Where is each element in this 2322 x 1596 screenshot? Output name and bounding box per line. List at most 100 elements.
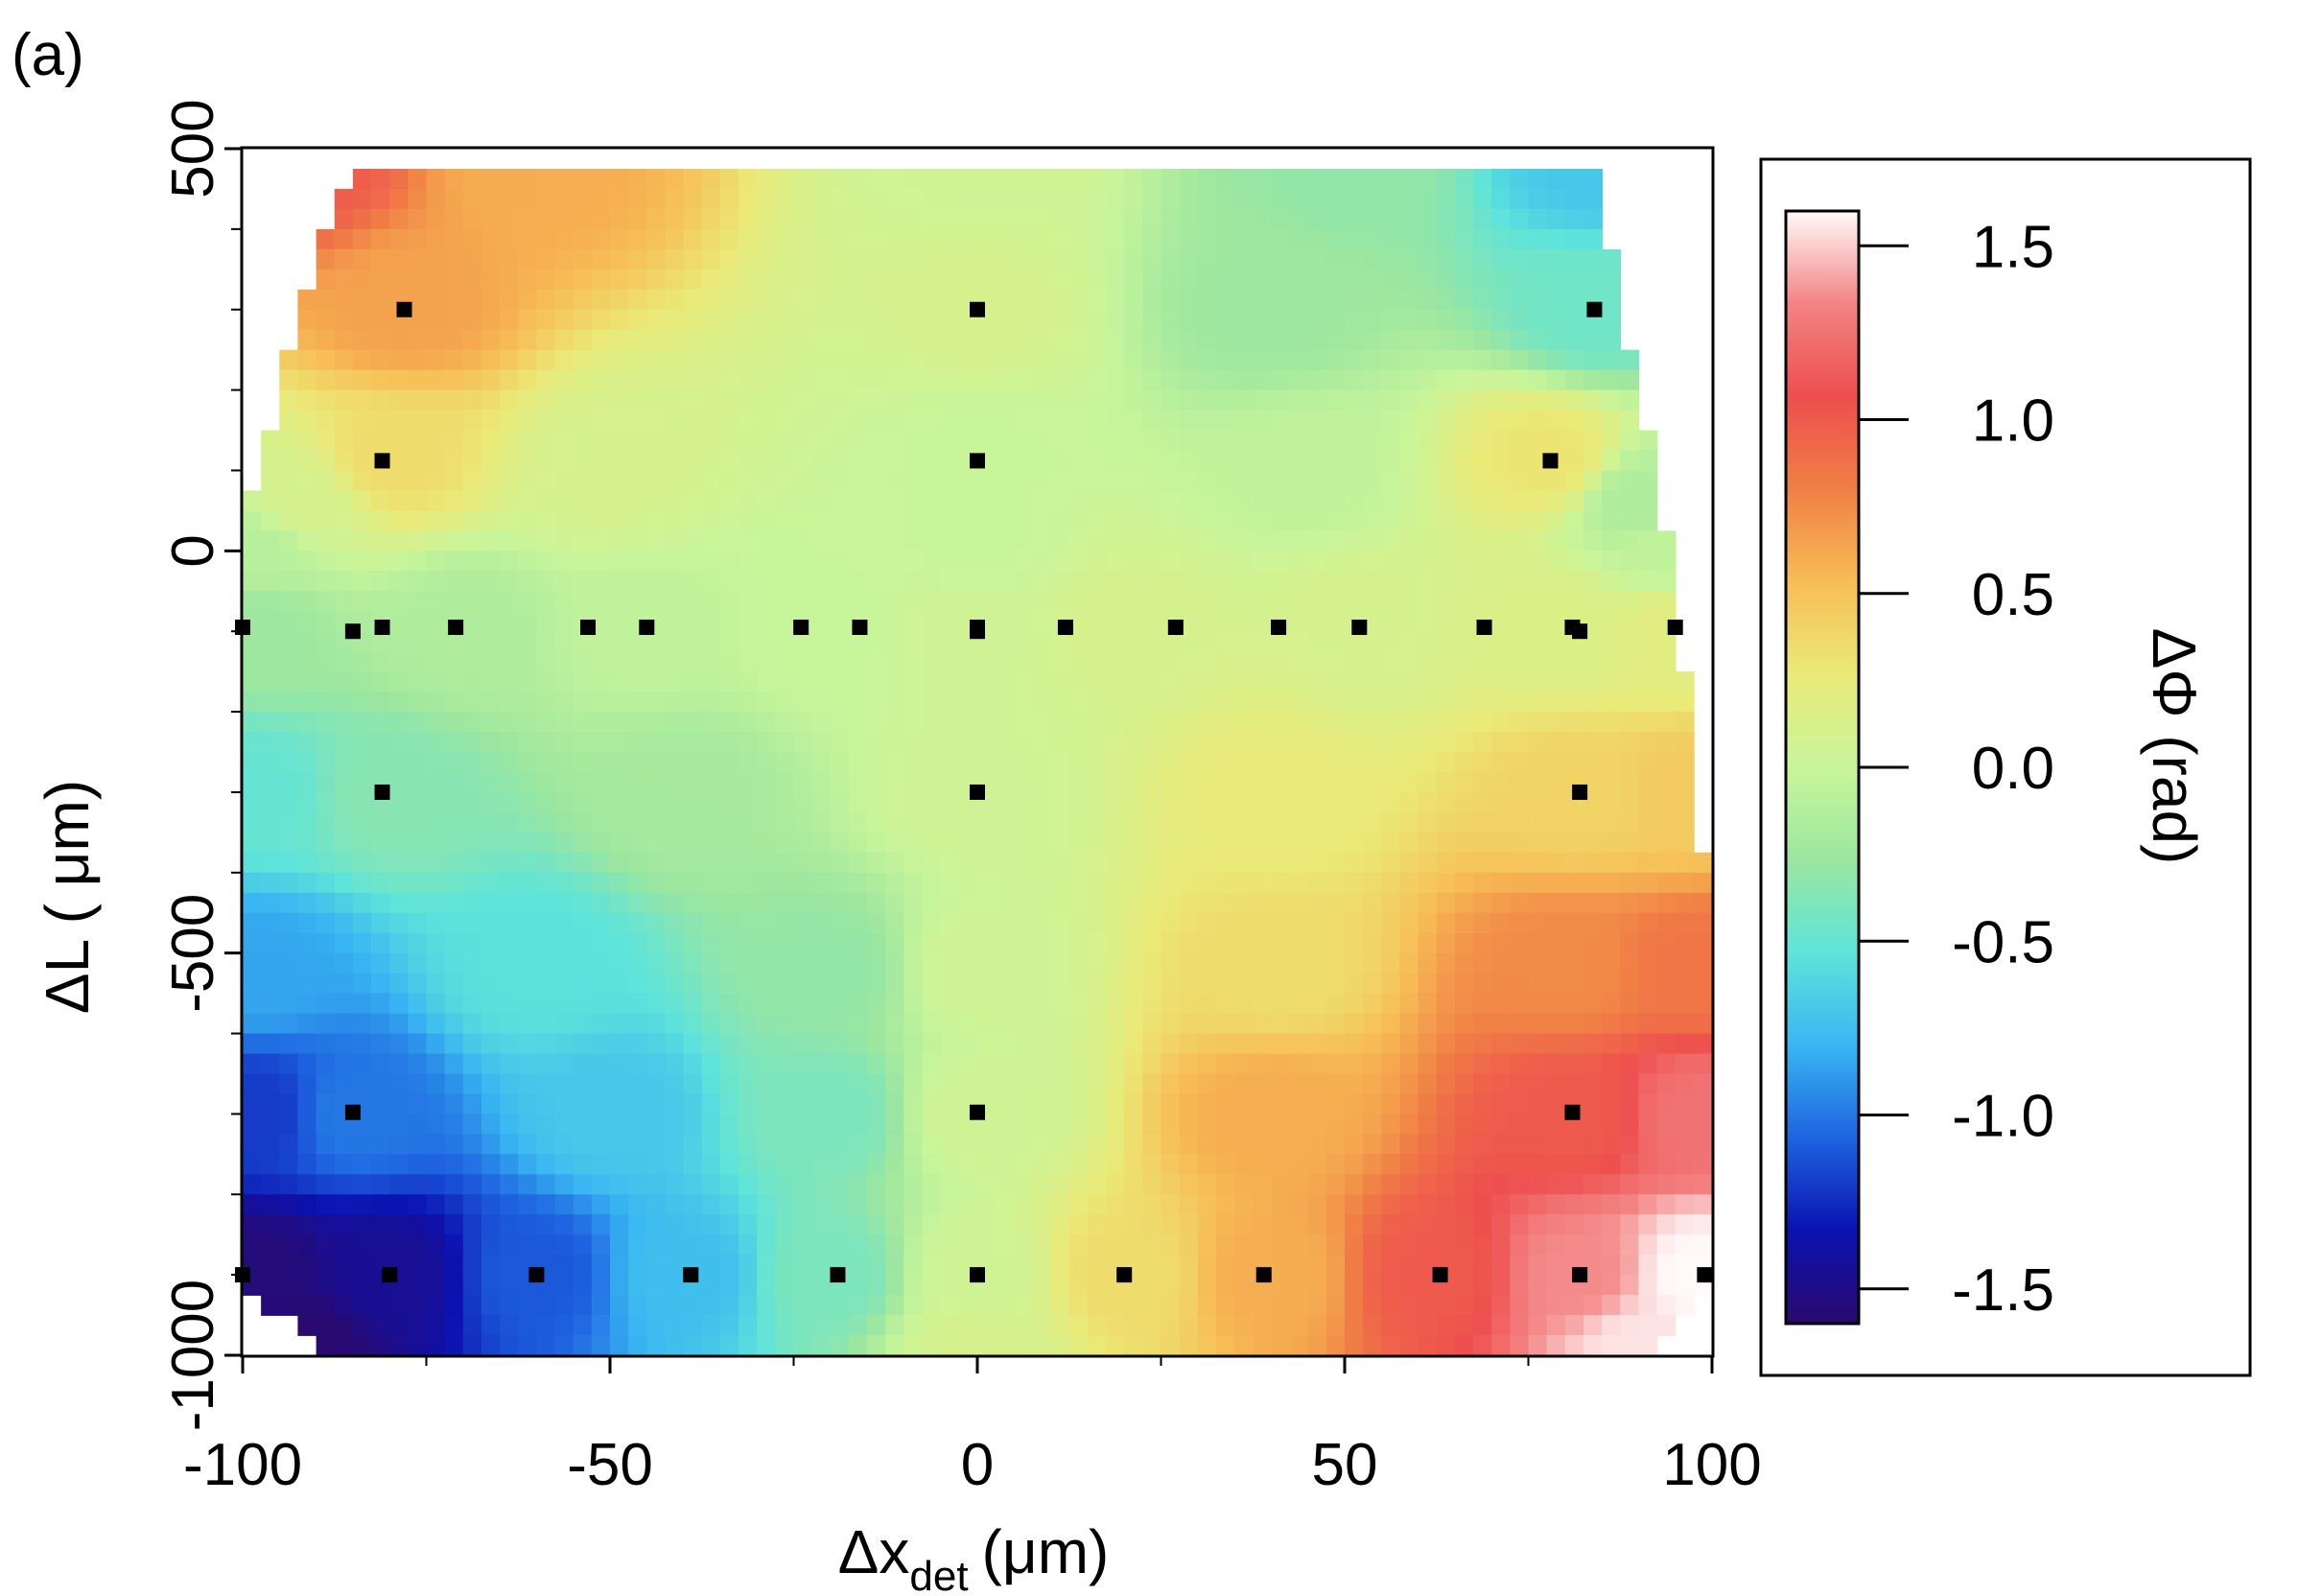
heatmap-cell — [1381, 973, 1401, 995]
heatmap-cell — [1473, 712, 1492, 733]
heatmap-cell — [1307, 269, 1327, 291]
heatmap-cell — [940, 188, 960, 210]
heatmap-cell — [352, 269, 372, 291]
heatmap-cell — [775, 692, 795, 713]
heatmap-cell — [1363, 611, 1383, 632]
heatmap-cell — [646, 228, 667, 250]
heatmap-cell — [1271, 852, 1291, 874]
heatmap-cell — [719, 1174, 739, 1196]
heatmap-cell — [1564, 832, 1584, 854]
heatmap-cell — [793, 852, 813, 874]
heatmap-cell — [518, 993, 538, 1015]
heatmap-cell — [371, 1053, 390, 1075]
heatmap-cell — [554, 430, 575, 452]
heatmap-cell — [297, 772, 317, 793]
heatmap-cell — [903, 932, 924, 954]
heatmap-cell — [1399, 1275, 1419, 1296]
heatmap-cell — [1142, 952, 1162, 974]
heatmap-cell — [719, 269, 739, 291]
heatmap-cell — [408, 1335, 428, 1356]
heatmap-cell — [665, 329, 685, 351]
heatmap-cell — [1087, 973, 1107, 995]
heatmap-cell — [683, 510, 703, 532]
heatmap-cell — [334, 752, 354, 773]
heatmap-cell — [885, 973, 905, 995]
heatmap-cell — [591, 732, 611, 753]
heatmap-cell — [1546, 1214, 1566, 1235]
heatmap-cell — [389, 772, 410, 793]
heatmap-cell — [261, 1013, 281, 1035]
heatmap-cell — [316, 1093, 336, 1115]
heatmap-cell — [444, 410, 464, 432]
heatmap-cell — [1510, 1194, 1530, 1216]
heatmap-cell — [1124, 329, 1144, 351]
heatmap-cell — [1106, 248, 1125, 270]
heatmap-cell — [1345, 571, 1364, 593]
heatmap-cell — [1510, 349, 1530, 371]
heatmap-cell — [1436, 1174, 1456, 1196]
sample-point — [1351, 620, 1368, 636]
x-tick-label: 100 — [1662, 1432, 1761, 1498]
heatmap-cell — [573, 1114, 593, 1136]
heatmap-cell — [1399, 248, 1419, 270]
heatmap-cell — [1491, 188, 1512, 210]
heatmap-cell — [1656, 1093, 1677, 1115]
heatmap-cell — [1106, 490, 1125, 512]
heatmap-cell — [885, 852, 905, 874]
heatmap-cell — [977, 1154, 997, 1176]
heatmap-cell — [996, 188, 1016, 210]
heatmap-cell — [481, 410, 501, 432]
heatmap-cell — [1253, 671, 1273, 692]
heatmap-cell — [536, 752, 556, 773]
heatmap-cell — [610, 329, 629, 351]
heatmap-cell — [1253, 1134, 1273, 1156]
heatmap-cell — [1602, 289, 1621, 311]
heatmap-cell — [775, 671, 795, 692]
heatmap-cell — [646, 932, 667, 954]
heatmap-cell — [1032, 952, 1052, 974]
heatmap-cell — [646, 591, 667, 613]
heatmap-cell — [1032, 349, 1052, 371]
heatmap-cell — [996, 1275, 1016, 1296]
heatmap-cell — [352, 289, 372, 311]
heatmap-cell — [352, 811, 372, 833]
heatmap-cell — [1124, 269, 1144, 291]
heatmap-cell — [1436, 289, 1456, 311]
heatmap-cell — [426, 993, 446, 1015]
heatmap-cell — [1068, 932, 1089, 954]
heatmap-cell — [536, 430, 556, 452]
heatmap-cell — [1363, 1033, 1383, 1055]
heatmap-cell — [1068, 993, 1089, 1015]
heatmap-cell — [1068, 952, 1089, 974]
heatmap-cell — [977, 169, 997, 190]
heatmap-cell — [1363, 1134, 1383, 1156]
heatmap-cell — [1454, 1275, 1474, 1296]
heatmap-cell — [591, 832, 611, 854]
heatmap-cell — [903, 571, 924, 593]
heatmap-cell — [1602, 490, 1621, 512]
heatmap-cell — [922, 993, 942, 1015]
heatmap-cell — [334, 772, 354, 793]
heatmap-cell — [719, 1194, 739, 1216]
heatmap-cell — [371, 1013, 390, 1035]
heatmap-cell — [1583, 811, 1603, 833]
heatmap-cell — [1142, 1033, 1162, 1055]
heatmap-cell — [1363, 852, 1383, 874]
heatmap-cell — [1473, 692, 1492, 713]
heatmap-cell — [261, 791, 281, 813]
heatmap-cell — [719, 1255, 739, 1276]
heatmap-cell — [701, 329, 721, 351]
heatmap-cell — [1583, 631, 1603, 652]
heatmap-cell — [811, 832, 832, 854]
heatmap-cell — [554, 1295, 575, 1316]
heatmap-cell — [1473, 1214, 1492, 1235]
heatmap-cell — [830, 932, 850, 954]
heatmap-cell — [1325, 591, 1346, 613]
heatmap-cell — [1656, 1013, 1677, 1035]
heatmap-cell — [1436, 269, 1456, 291]
heatmap-cell — [1106, 631, 1125, 652]
heatmap-cell — [1271, 1255, 1291, 1276]
heatmap-cell — [1510, 389, 1530, 411]
heatmap-cell — [940, 269, 960, 291]
heatmap-cell — [371, 369, 390, 391]
